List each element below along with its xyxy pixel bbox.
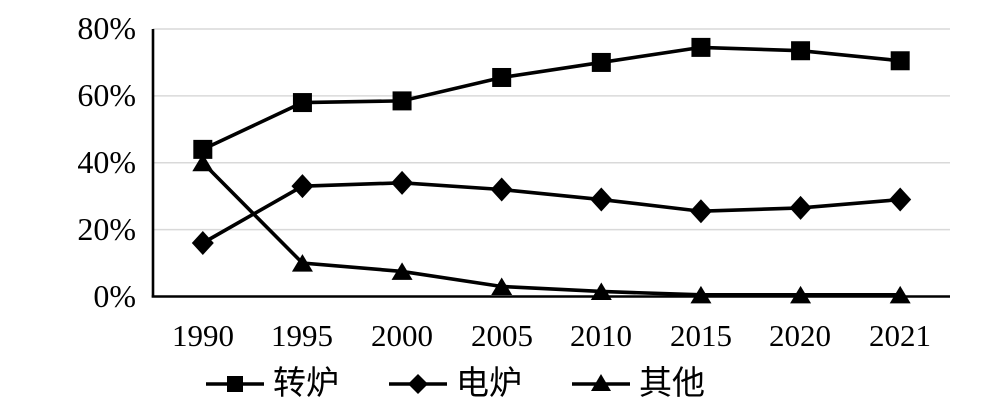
data-point-diamond [490,177,513,202]
x-tick-label-2021: 2021 [869,318,931,353]
x-tick-label-1990: 1990 [172,318,234,353]
series-line-0 [202,45,901,152]
data-point-diamond [391,170,414,195]
chart-legend: 转炉 电炉 其他 [206,362,705,406]
series-line-2 [201,161,901,297]
x-tick-label-1995: 1995 [271,318,333,353]
legend-item-converter: 转炉 [206,362,339,406]
data-point-triangle [690,285,712,304]
x-tick-label-2015: 2015 [670,318,732,353]
y-tick-label-60: 60% [77,77,136,113]
data-point-square [193,139,213,159]
legend-label-other: 其他 [639,366,705,402]
data-point-triangle [590,282,612,300]
x-tick-label-2000: 2000 [371,318,433,353]
data-point-diamond [590,187,613,212]
data-point-diamond [689,199,712,224]
series-line-1 [201,181,901,245]
data-point-diamond [889,187,912,212]
data-point-diamond [291,174,314,199]
y-tick-label-40: 40% [77,144,136,180]
data-point-triangle [291,254,313,272]
data-point-triangle [391,262,413,280]
legend-label-electric-furnace: 电炉 [456,366,522,402]
data-point-square [890,51,910,71]
data-point-square [691,37,711,57]
data-point-triangle [192,153,214,172]
y-tick-label-80: 80% [77,10,136,46]
legend-item-electric-furnace: 电炉 [389,362,522,406]
square-marker-icon [206,376,264,392]
data-point-square [292,93,312,113]
x-tick-label-2010: 2010 [570,318,632,353]
data-point-square [591,52,611,72]
data-point-diamond [191,231,214,255]
data-point-triangle [889,285,911,304]
x-tick-label-2005: 2005 [471,318,533,353]
data-point-triangle [491,277,513,295]
data-point-square [492,67,512,87]
diamond-marker-icon [389,374,447,394]
data-point-triangle [790,285,812,304]
y-tick-label-0: 0% [93,278,136,314]
data-point-diamond [789,195,812,220]
data-point-square [791,41,811,61]
legend-label-converter: 转炉 [273,366,339,402]
data-point-square [392,91,412,111]
x-tick-label-2020: 2020 [769,318,831,353]
y-tick-label-20: 20% [77,211,136,247]
legend-item-other: 其他 [572,362,705,406]
triangle-marker-icon [572,374,630,391]
